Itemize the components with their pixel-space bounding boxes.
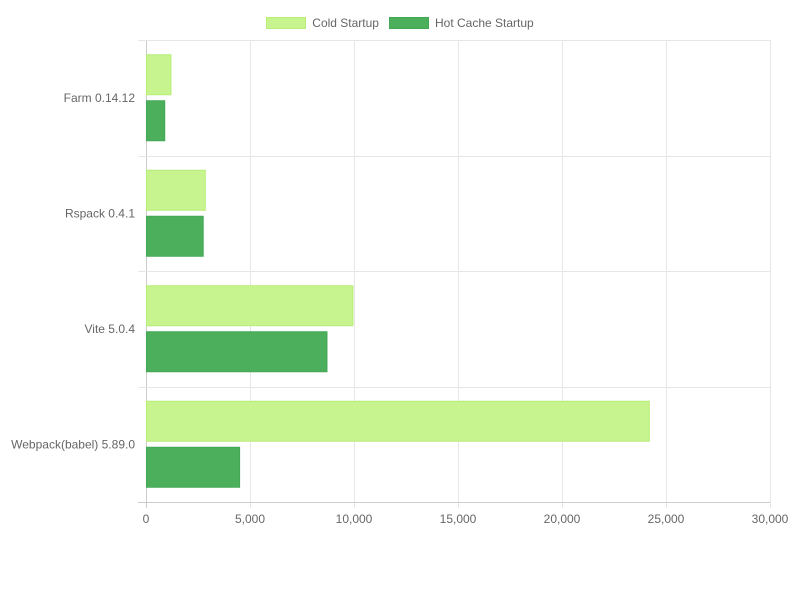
bar-hot-cache-startup: [146, 100, 166, 142]
x-tick-label: 10,000: [336, 512, 373, 526]
legend-item-hot-cache-startup[interactable]: Hot Cache Startup: [388, 16, 534, 30]
legend-label-hot-cache-startup: Hot Cache Startup: [434, 16, 534, 30]
bar-cold-startup: [146, 285, 354, 327]
x-tick-label: 5,000: [235, 512, 265, 526]
bar-hot-cache-startup: [146, 446, 241, 488]
legend-label-cold-startup: Cold Startup: [312, 16, 379, 30]
y-tick-label: Webpack(babel) 5.89.0: [11, 437, 135, 451]
bar-hot-cache-startup: [146, 215, 204, 257]
bar-cold-startup: [146, 169, 206, 211]
bar-cold-startup: [146, 400, 650, 442]
y-tick-label: Rspack 0.4.1: [65, 206, 135, 220]
x-tick-label: 25,000: [648, 512, 685, 526]
legend-swatch-cold-startup: [266, 17, 307, 29]
bar-hot-cache-startup: [146, 331, 328, 373]
y-tick-label: Vite 5.0.4: [85, 322, 136, 336]
x-tick-label: 20,000: [544, 512, 581, 526]
y-tick-label: Farm 0.14.12: [64, 91, 136, 105]
legend-item-cold-startup[interactable]: Cold Startup: [266, 16, 379, 30]
legend-swatch-hot-cache-startup: [388, 17, 429, 29]
x-tick-label: 30,000: [752, 512, 789, 526]
x-tick-label: 0: [143, 512, 150, 526]
bar-cold-startup: [146, 54, 172, 96]
x-tick-label: 15,000: [440, 512, 477, 526]
chart-legend: Cold Startup Hot Cache Startup: [0, 14, 800, 32]
